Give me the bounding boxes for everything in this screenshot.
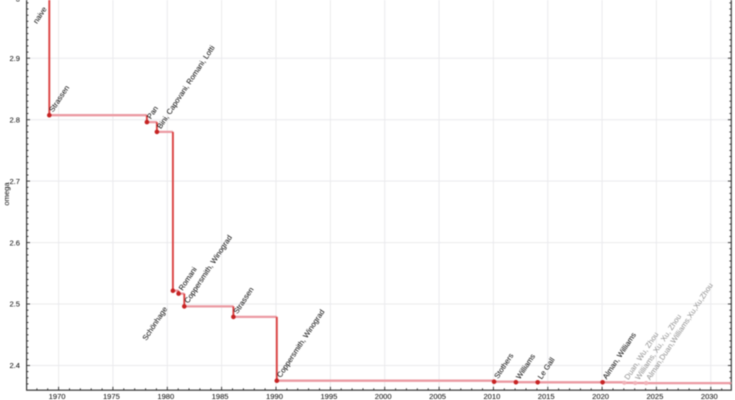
svg-text:2.8: 2.8 bbox=[9, 115, 20, 124]
svg-text:2020: 2020 bbox=[592, 392, 609, 400]
svg-text:1985: 1985 bbox=[212, 392, 229, 400]
svg-text:1995: 1995 bbox=[320, 392, 337, 400]
svg-text:3: 3 bbox=[16, 0, 20, 3]
svg-text:1970: 1970 bbox=[49, 392, 66, 400]
svg-text:2015: 2015 bbox=[538, 392, 555, 400]
svg-text:omega: omega bbox=[2, 182, 11, 206]
svg-text:1975: 1975 bbox=[103, 392, 120, 400]
svg-text:2025: 2025 bbox=[646, 392, 663, 400]
svg-text:2000: 2000 bbox=[375, 392, 392, 400]
svg-text:2.9: 2.9 bbox=[9, 54, 20, 63]
svg-text:1980: 1980 bbox=[157, 392, 174, 400]
svg-text:2.4: 2.4 bbox=[9, 361, 20, 370]
svg-text:2.6: 2.6 bbox=[9, 238, 20, 247]
svg-text:2.7: 2.7 bbox=[9, 177, 20, 186]
svg-text:2010: 2010 bbox=[483, 392, 500, 400]
svg-text:1990: 1990 bbox=[266, 392, 283, 400]
svg-text:2030: 2030 bbox=[701, 392, 718, 400]
svg-text:2.5: 2.5 bbox=[9, 300, 20, 309]
svg-text:2005: 2005 bbox=[429, 392, 446, 400]
